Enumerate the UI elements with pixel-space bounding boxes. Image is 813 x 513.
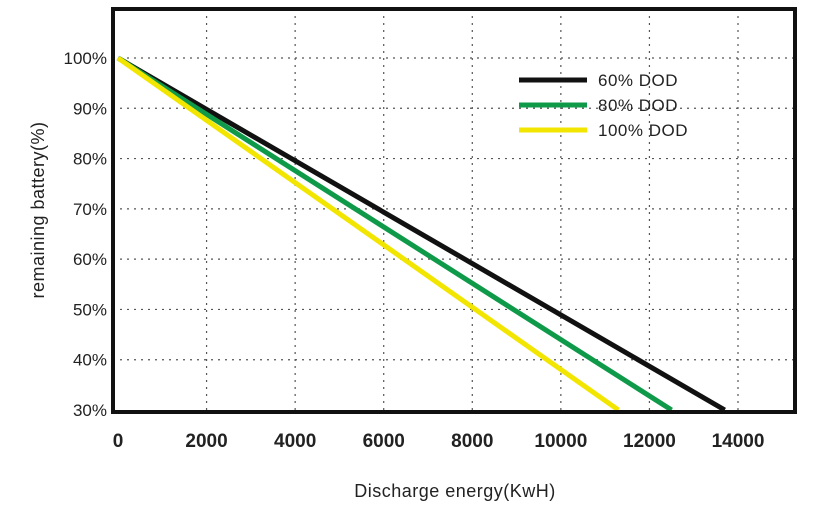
series-line-1: [116, 55, 726, 413]
x-axis-label: Discharge energy(KwH): [354, 481, 556, 501]
x-tick-label: 14000: [712, 431, 765, 452]
x-tick-label: 0: [113, 431, 124, 452]
y-tick-label: 70%: [73, 200, 107, 219]
y-tick-label: 40%: [73, 351, 107, 370]
x-tick-label: 8000: [451, 431, 493, 452]
grid-lines: [113, 9, 795, 412]
x-tick-label: 4000: [274, 431, 316, 452]
x-tick-label: 10000: [534, 431, 587, 452]
y-axis-label: remaining battery(%): [28, 121, 48, 298]
series-lines: [116, 55, 726, 413]
x-tick-label: 12000: [623, 431, 676, 452]
legend-label: 100% DOD: [598, 121, 688, 140]
series-line-2: [116, 55, 673, 413]
y-tick-label: 60%: [73, 250, 107, 269]
x-tick-labels: 0 2000 4000 6000 8000 10000 12000 14000: [113, 431, 765, 452]
y-tick-label: 30%: [73, 401, 107, 420]
x-tick-label: 2000: [185, 431, 227, 452]
y-tick-label: 50%: [73, 300, 107, 319]
series-line-3: [116, 55, 620, 413]
y-tick-labels: 30% 40% 50% 60% 70% 80% 90% 100%: [64, 49, 107, 420]
legend: 60% DOD 80% DOD 100% DOD: [519, 71, 688, 140]
y-tick-label: 80%: [73, 150, 107, 169]
y-tick-label: 90%: [73, 99, 107, 118]
plot-frame: [111, 7, 797, 414]
x-tick-label: 6000: [363, 431, 405, 452]
y-tick-label: 100%: [64, 49, 107, 68]
legend-label: 60% DOD: [598, 71, 678, 90]
legend-label: 80% DOD: [598, 96, 678, 115]
